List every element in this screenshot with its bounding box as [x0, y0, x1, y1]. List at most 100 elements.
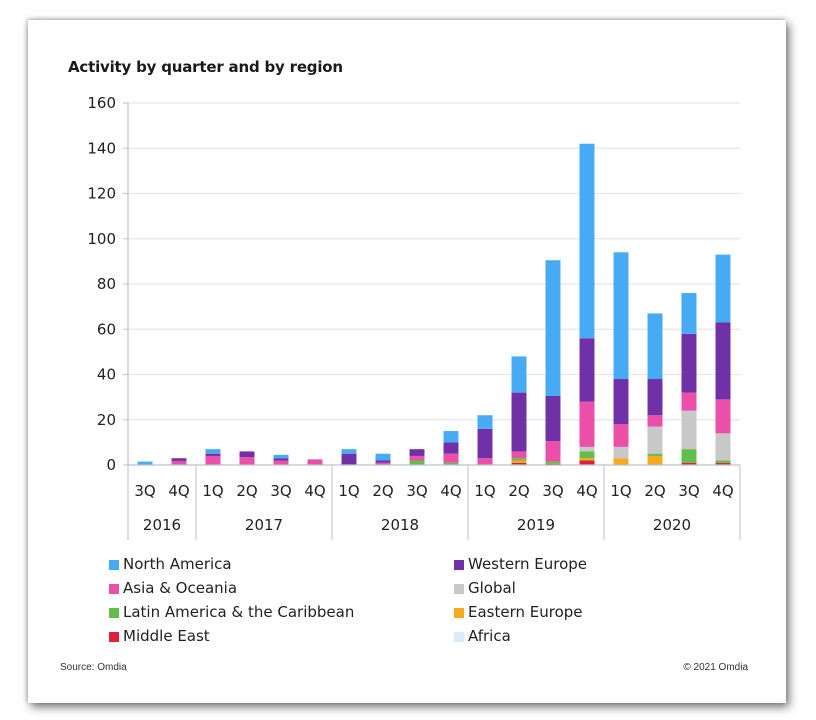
x-tick-label: 1Q — [202, 482, 223, 500]
y-axis: 0 20 40 60 80 100 120 140 160 — [87, 94, 129, 474]
y-tick-label: 80 — [97, 275, 116, 293]
bar-segment-north-america — [375, 453, 391, 461]
bar-segment-north-america — [511, 356, 527, 393]
legend-item-eastern-europe: Eastern Europe — [454, 603, 583, 621]
bar-segment-western-europe — [205, 453, 221, 456]
x-tick-label: 2Q — [372, 482, 393, 500]
legend-swatch — [454, 608, 464, 618]
bar-segment-asia-oceania — [613, 424, 629, 447]
bar-segment-western-europe — [443, 442, 459, 454]
bar-segment-asia-oceania — [579, 401, 595, 447]
bar-segment-western-europe — [681, 333, 697, 393]
bar-segment-north-america — [545, 260, 561, 396]
y-tick-label: 160 — [87, 94, 116, 112]
x-tick-label: 2Q — [508, 482, 529, 500]
bar-segment-western-europe — [545, 395, 561, 442]
x-tick-label: 4Q — [304, 482, 325, 500]
x-group-label: 2017 — [245, 516, 283, 534]
x-tick-label: 4Q — [712, 482, 733, 500]
x-group-label: 2019 — [517, 516, 555, 534]
bar-segment-western-europe — [613, 379, 629, 425]
x-group-label: 2018 — [381, 516, 419, 534]
legend-item-asia-oceania: Asia & Oceania — [109, 579, 237, 597]
x-tick-label: 3Q — [678, 482, 699, 500]
bar-segment-asia-oceania — [443, 453, 459, 463]
bar-segment-north-america — [715, 254, 731, 323]
legend-swatch — [454, 560, 464, 570]
bar-segment-eastern-europe — [647, 455, 663, 465]
bar-segment-western-europe — [341, 453, 357, 465]
bar-segment-latin-america-the-caribbean — [511, 458, 527, 461]
legend-label: Middle East — [123, 627, 210, 645]
bar-segment-latin-america-the-caribbean — [647, 453, 663, 456]
legend-label: North America — [123, 555, 232, 573]
bar-segment-asia-oceania — [409, 455, 425, 461]
bar-segment-middle-east — [511, 462, 527, 465]
x-tick-label: 4Q — [576, 482, 597, 500]
bar-segment-north-america — [137, 461, 153, 465]
bar-segment-asia-oceania — [171, 460, 187, 465]
legend-swatch — [109, 608, 119, 618]
bar-segment-global — [613, 446, 629, 459]
bar-segment-north-america — [341, 449, 357, 454]
legend-label: Eastern Europe — [468, 603, 583, 621]
bar-segment-asia-oceania — [239, 457, 255, 465]
y-tick-label: 60 — [97, 320, 116, 338]
x-tick-label: 4Q — [440, 482, 461, 500]
y-tick-label: 0 — [106, 456, 116, 474]
bar-segment-north-america — [647, 313, 663, 380]
bar-segment-latin-america-the-caribbean — [579, 451, 595, 459]
bar-segment-western-europe — [239, 451, 255, 458]
bar-segment-middle-east — [715, 462, 731, 465]
y-tick-label: 140 — [87, 139, 116, 157]
x-tick-label: 2Q — [644, 482, 665, 500]
bar-segment-north-america — [443, 431, 459, 443]
x-group-label: 2020 — [653, 516, 691, 534]
legend-label: Latin America & the Caribbean — [123, 603, 355, 621]
x-tick-label: 1Q — [610, 482, 631, 500]
legend-swatch — [109, 584, 119, 594]
bar-segment-western-europe — [715, 322, 731, 400]
legend-item-western-europe: Western Europe — [454, 555, 587, 573]
bar-segment-global — [647, 426, 663, 454]
legend-item-africa: Africa — [454, 627, 511, 645]
legend-item-latin-america: Latin America & the Caribbean — [109, 603, 354, 621]
bar-segment-asia-oceania — [681, 392, 697, 411]
source-note: Source: Omdia — [60, 662, 127, 673]
legend-item-middle-east: Middle East — [109, 627, 210, 645]
bar-segment-latin-america-the-caribbean — [715, 460, 731, 463]
bar-segment-western-europe — [171, 458, 187, 461]
x-tick-label: 3Q — [406, 482, 427, 500]
bar-segment-asia-oceania — [715, 399, 731, 434]
chart-title: Activity by quarter and by region — [68, 58, 343, 76]
x-tick-label: 1Q — [474, 482, 495, 500]
legend-label: Asia & Oceania — [123, 579, 238, 597]
bar-segment-north-america — [273, 454, 289, 459]
bar-segment-asia-oceania — [477, 458, 493, 465]
legend-label: Africa — [468, 627, 511, 645]
bar-segment-middle-east — [681, 462, 697, 465]
bar-segment-asia-oceania — [375, 462, 391, 465]
x-tick-label: 4Q — [168, 482, 189, 500]
bar-segment-north-america — [477, 415, 493, 429]
legend-swatch — [454, 584, 464, 594]
bar-segment-north-america — [579, 143, 595, 339]
bar-segment-asia-oceania — [205, 455, 221, 465]
x-group-label: 2016 — [143, 516, 181, 534]
legend-item-global: Global — [454, 579, 516, 597]
bar-segment-western-europe — [477, 428, 493, 459]
bar-segment-global — [681, 410, 697, 450]
x-tick-label: 3Q — [270, 482, 291, 500]
x-tick-label: 2Q — [236, 482, 257, 500]
legend-label: Western Europe — [468, 555, 588, 573]
bar-segment-asia-oceania — [307, 459, 323, 465]
legend-item-north-america: North America — [109, 555, 232, 573]
bar-segment-western-europe — [375, 460, 391, 463]
x-axis: 3Q 4Q 1Q 2Q 3Q 4Q 1Q 2Q 3Q 4Q 1Q 2Q 3Q 4Q 1Q 2Q 3Q 4Q 2016… — [127, 464, 741, 540]
x-tick-label: 3Q — [542, 482, 563, 500]
bar-segment-asia-oceania — [273, 460, 289, 465]
bar-segment-western-europe — [579, 338, 595, 402]
bar-segment-global — [579, 446, 595, 452]
x-tick-label: 1Q — [338, 482, 359, 500]
bar-segment-western-europe — [511, 392, 527, 452]
